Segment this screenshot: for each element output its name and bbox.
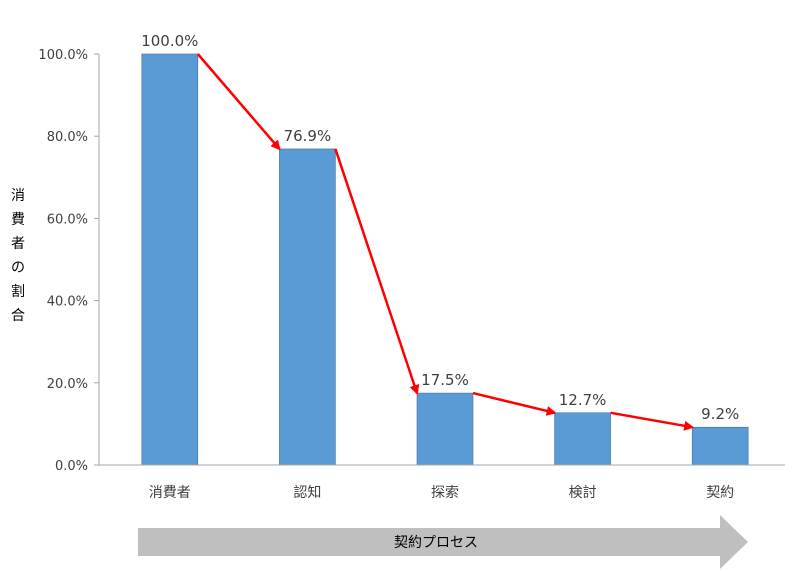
y-tick-label: 100.0%	[38, 48, 88, 63]
category-label: 検討	[569, 485, 597, 501]
y-tick-label: 40.0%	[47, 295, 88, 310]
trend-arrows	[196, 53, 695, 431]
trend-arrow	[472, 391, 557, 416]
data-label: 12.7%	[559, 391, 607, 409]
data-label: 76.9%	[284, 127, 332, 145]
bars	[141, 53, 749, 466]
y-tick-label: 0.0%	[55, 459, 88, 474]
data-labels: 100.0% 76.9% 17.5% 12.7% 9.2%	[141, 32, 739, 423]
category-label: 認知	[293, 484, 321, 501]
y-tick-label: 20.0%	[47, 377, 88, 392]
data-label: 17.5%	[421, 371, 469, 389]
bar	[554, 412, 611, 466]
y-axis-ticks: 0.0% 20.0% 40.0% 60.0% 80.0% 100.0%	[38, 48, 99, 474]
category-labels: 消費者 認知 探索 検討 契約	[149, 484, 734, 501]
category-label: 探索	[431, 484, 459, 501]
bar	[416, 392, 474, 466]
data-label: 100.0%	[141, 32, 198, 50]
bar	[141, 53, 199, 466]
bar	[691, 426, 749, 466]
trend-arrow	[610, 411, 695, 431]
data-label: 9.2%	[701, 405, 739, 423]
process-arrow-label: 契約プロセス	[394, 535, 478, 551]
category-label: 消費者	[149, 485, 191, 501]
y-tick-label: 80.0%	[47, 130, 88, 145]
trend-arrow	[334, 148, 420, 395]
process-arrow	[138, 515, 748, 569]
y-axis-title: 消費者の割合	[11, 188, 25, 324]
category-label: 契約	[706, 485, 734, 501]
trend-arrow	[196, 53, 281, 151]
y-tick-label: 60.0%	[47, 212, 88, 227]
bar	[279, 148, 336, 466]
